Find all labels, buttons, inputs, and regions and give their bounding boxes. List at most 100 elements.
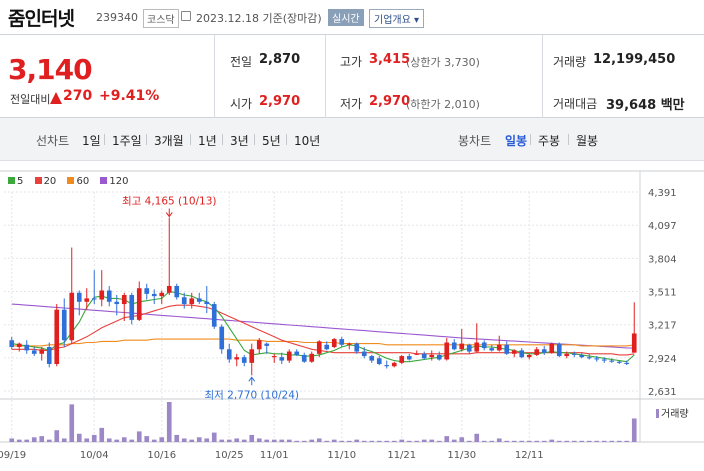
volume-bar [526,440,532,442]
high-marker-arrowhead [165,212,173,218]
volume-bar [69,404,75,442]
candle-body [346,343,352,345]
y-tick-label: 4,391 [648,188,677,199]
legend-swatch [656,409,659,418]
volume-bar [586,440,592,442]
volume-bar [144,436,150,442]
volume-bar [601,440,607,442]
divider [325,35,326,118]
candle-body [189,298,195,305]
volume-bar [331,439,337,442]
tab-1y[interactable]: 1년 [198,134,217,148]
volume-bar [549,439,555,442]
y-tick-label: 2,631 [648,387,677,398]
candlestick-chart[interactable]: 4,391 4,097 3,804 3,511 3,217 2,924 2,631 09/19… [0,170,704,471]
candle-body [579,354,585,358]
volume-bar [136,431,142,442]
volume-bar [316,438,322,442]
candle-body [114,301,120,305]
tab-1d[interactable]: 1일 [82,134,101,148]
tab-daily[interactable]: 일봉 [505,134,528,148]
y-tick-label: 4,097 [648,221,677,232]
volume-bar [106,438,112,442]
volume-bar [489,440,495,442]
open-value: 2,970 [259,94,301,109]
volume-bar [391,440,397,442]
volume-bar [174,434,180,442]
volume-bar [444,436,450,442]
candle-body [144,288,150,294]
x-tick-label: 10/25 [215,450,244,461]
low-marker-arrowhead [248,376,256,382]
quote-panel: 3,140 전일대비 270 +9.41% 전일 2,870 시가 2,970 … [0,34,704,118]
candle-body [166,285,172,293]
volume-bar [624,440,630,442]
volume-bar [571,440,577,442]
candle-body [474,342,480,352]
candle-body [601,359,607,361]
candle-body [414,353,420,355]
amount-value: 39,648 백만 [606,98,685,113]
company-info-dropdown[interactable]: 기업개요 ▾ [369,9,424,28]
volume-legend: 거래량 [656,405,689,420]
volume-bar [129,439,135,442]
ma-legend: 5 20 60 120 [8,176,137,187]
candle-body [631,333,637,353]
tab-10y[interactable]: 10년 [294,134,321,148]
prev-close-label: 전일 [230,55,253,69]
volume-bar [91,434,97,442]
candle-body [61,309,67,341]
volume-bar [39,436,45,442]
candle-body [264,343,270,346]
volume-value: 12,199,450 [593,52,676,67]
volume-bar [556,440,562,442]
reference-date: 2023.12.18 기준(장마감) [196,12,322,25]
open-label: 시가 [230,97,253,111]
candle-body [241,357,247,363]
candle-body [106,290,112,302]
volume-bar [264,439,270,442]
volume-bar [181,438,187,442]
candle-body [9,340,15,348]
legend-swatch [100,177,108,184]
x-tick-label: 10/16 [147,450,176,461]
x-tick-label: 11/30 [447,450,476,461]
candle-body [504,344,510,354]
volume-bar [354,439,360,442]
tab-weekly[interactable]: 주봉 [538,134,561,148]
volume-bar [399,439,405,442]
candle-body [369,356,375,361]
tab-5y[interactable]: 5년 [262,134,281,148]
tab-monthly[interactable]: 월봉 [576,134,599,148]
candle-body [136,288,142,320]
volume-bar [384,440,390,442]
candle-body [444,342,450,360]
candle-body [534,349,540,355]
candle-body [256,340,262,350]
candle-body [99,290,105,300]
candle-body [204,301,210,305]
tab-3y[interactable]: 3년 [230,134,249,148]
amount-label: 거래대금 [553,97,598,111]
up-arrow-icon [50,92,62,104]
candle-body [129,295,135,320]
candle-body [339,339,345,345]
candle-body [549,343,555,353]
candle-body [234,357,240,360]
candle-body [511,350,517,354]
candle-body [196,298,202,302]
candle-body [616,361,622,363]
stock-header: 줌인터넷 239340 코스닥 2023.12.18 기준(장마감) 실시간 기… [0,0,704,34]
volume-bar [301,440,307,442]
low-annotation: 최저 2,770 (10/24) [204,389,299,401]
candle-body [564,353,570,357]
tab-1w[interactable]: 1주일 [112,134,142,148]
tab-3m[interactable]: 3개월 [154,134,184,148]
volume-bar [204,438,210,442]
volume-bar [46,439,52,442]
volume-bar [256,438,262,442]
candle-body [279,357,285,361]
volume-bar [234,438,240,442]
divider [530,134,531,145]
realtime-button[interactable]: 실시간 [328,9,364,26]
